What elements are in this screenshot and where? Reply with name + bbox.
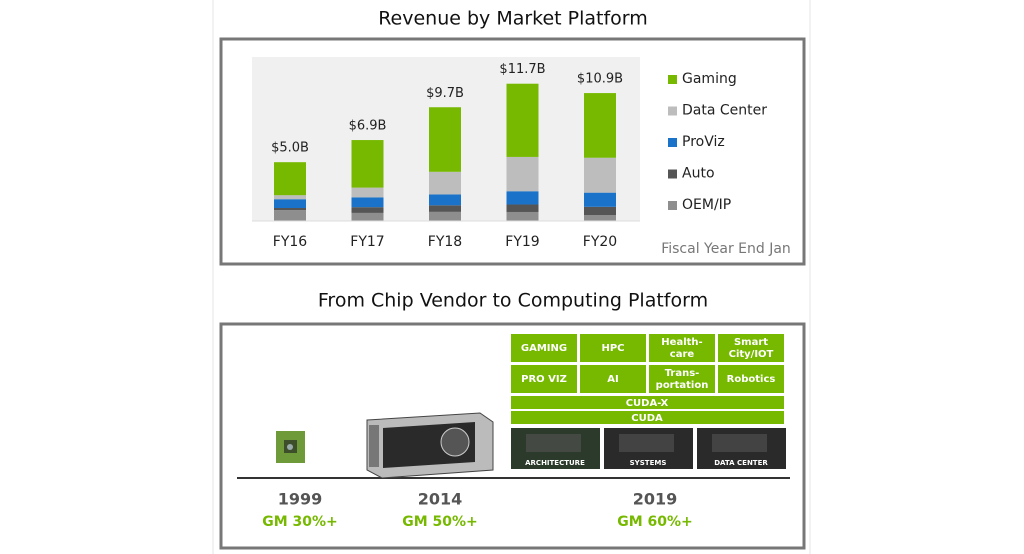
bar-segment: [584, 157, 616, 193]
bar-segment: [506, 156, 539, 192]
tile: [649, 334, 715, 362]
bar-segment: [429, 194, 461, 206]
bar-segment: [584, 192, 616, 207]
x-tick-label: FY16: [273, 234, 308, 250]
legend-label: OEM/IP: [682, 197, 731, 213]
chart-title: Revenue by Market Platform: [378, 8, 648, 30]
legend-label: Data Center: [682, 103, 767, 119]
tile-label: Health-: [661, 337, 702, 348]
tile: [580, 365, 646, 393]
tile-label: AI: [607, 374, 618, 385]
tile-label: Robotics: [727, 374, 776, 385]
tile-label: HPC: [601, 343, 624, 354]
bar-segment: [274, 199, 306, 208]
tile: [718, 334, 784, 362]
legend-swatch: [668, 75, 677, 84]
bar-segment: [351, 187, 384, 198]
bar-segment: [429, 205, 461, 212]
legend-swatch: [668, 169, 677, 179]
total-label: $9.7B: [426, 86, 464, 101]
chart-frame: [219, 37, 806, 266]
tile-label: City/IOT: [729, 349, 774, 360]
layer-bar: [511, 411, 784, 424]
tile: [580, 334, 646, 362]
legend-label: Auto: [682, 166, 715, 182]
chip-image: [276, 431, 305, 463]
total-label: $6.9B: [349, 119, 387, 134]
tile-label: Smart: [734, 337, 768, 348]
diagram-frame: [219, 322, 806, 550]
note: Fiscal Year End Jan: [661, 241, 791, 257]
bar-segment: [274, 210, 306, 221]
bar-segment: [429, 211, 461, 221]
bar-segment: [506, 211, 539, 221]
bar-segment: [274, 162, 306, 196]
photo-label: SYSTEMS: [630, 459, 667, 467]
tile-label: GAMING: [521, 343, 567, 354]
tile: [649, 365, 715, 393]
total-label: $10.9B: [577, 72, 623, 87]
bar-segment: [584, 215, 616, 221]
legend-label: ProViz: [682, 134, 725, 150]
year: 2019: [633, 490, 678, 509]
x-tick-label: FY20: [583, 234, 617, 250]
bar-segment: [351, 197, 384, 208]
tile: [511, 334, 577, 362]
layer-label: CUDA: [631, 413, 663, 424]
photo-detail: [526, 434, 581, 452]
year: 1999: [278, 490, 323, 509]
tile: [511, 365, 577, 393]
bar-segment: [351, 207, 384, 213]
legend-swatch: [668, 106, 677, 116]
bar-segment: [351, 212, 384, 221]
bar-segment: [584, 206, 616, 216]
photo-detail: [712, 434, 767, 452]
tile-label: care: [670, 349, 695, 360]
tile: [718, 365, 784, 393]
tile-label: portation: [656, 380, 709, 391]
year: 2014: [418, 490, 463, 509]
total-label: $11.7B: [499, 62, 545, 77]
bar-segment: [429, 107, 461, 172]
photo-label: ARCHITECTURE: [525, 459, 585, 467]
bar-segment: [274, 207, 306, 211]
layer-bar: [511, 396, 784, 409]
gross-margin: GM 60%+: [617, 514, 693, 530]
section-title: From Chip Vendor to Computing Platform: [318, 290, 708, 312]
bar-segment: [506, 204, 539, 212]
tile-label: PRO VIZ: [521, 374, 567, 385]
bar-segment: [429, 171, 461, 195]
legend-label: Gaming: [682, 71, 737, 87]
bar-segment: [584, 93, 616, 158]
legend-swatch: [668, 201, 677, 210]
x-tick-label: FY18: [428, 234, 462, 250]
bar-segment: [506, 83, 539, 157]
bar-segment: [506, 191, 539, 205]
legend-swatch: [668, 138, 677, 147]
gpu-image: [366, 412, 494, 479]
photo-detail: [619, 434, 674, 452]
x-tick-label: FY17: [350, 234, 384, 250]
bar-segment: [351, 140, 384, 188]
total-label: $5.0B: [271, 141, 309, 156]
x-tick-label: FY19: [505, 234, 539, 250]
tile-label: Trans-: [665, 368, 700, 379]
gross-margin: GM 30%+: [262, 514, 338, 530]
bar-segment: [274, 195, 306, 200]
gross-margin: GM 50%+: [402, 514, 478, 530]
photo-label: DATA CENTER: [714, 459, 768, 467]
layer-label: CUDA-X: [626, 398, 669, 409]
